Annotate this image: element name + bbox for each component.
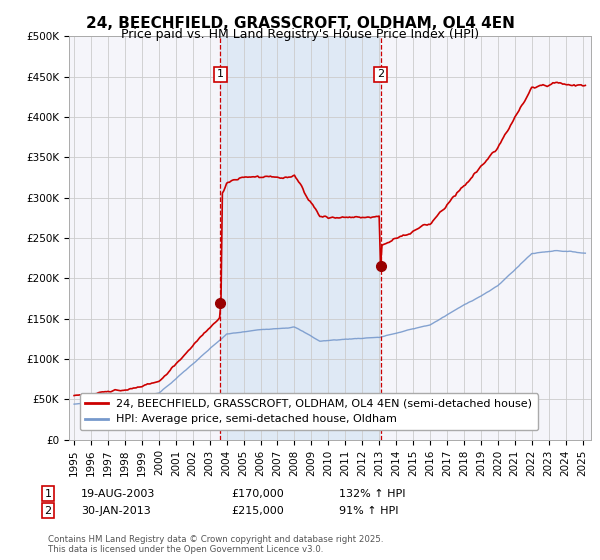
- Legend: 24, BEECHFIELD, GRASSCROFT, OLDHAM, OL4 4EN (semi-detached house), HPI: Average : 24, BEECHFIELD, GRASSCROFT, OLDHAM, OL4 …: [80, 393, 538, 430]
- Text: Price paid vs. HM Land Registry's House Price Index (HPI): Price paid vs. HM Land Registry's House …: [121, 28, 479, 41]
- Text: 2: 2: [44, 506, 52, 516]
- Text: 19-AUG-2003: 19-AUG-2003: [81, 489, 155, 499]
- Text: 1: 1: [44, 489, 52, 499]
- Text: 30-JAN-2013: 30-JAN-2013: [81, 506, 151, 516]
- Text: 2: 2: [377, 69, 384, 80]
- Text: Contains HM Land Registry data © Crown copyright and database right 2025.
This d: Contains HM Land Registry data © Crown c…: [48, 535, 383, 554]
- Bar: [220, 36, 380, 440]
- Text: 24, BEECHFIELD, GRASSCROFT, OLDHAM, OL4 4EN: 24, BEECHFIELD, GRASSCROFT, OLDHAM, OL4 …: [86, 16, 514, 31]
- Text: £215,000: £215,000: [231, 506, 284, 516]
- Text: £170,000: £170,000: [231, 489, 284, 499]
- Text: 132% ↑ HPI: 132% ↑ HPI: [339, 489, 406, 499]
- Text: 91% ↑ HPI: 91% ↑ HPI: [339, 506, 398, 516]
- Text: 1: 1: [217, 69, 224, 80]
